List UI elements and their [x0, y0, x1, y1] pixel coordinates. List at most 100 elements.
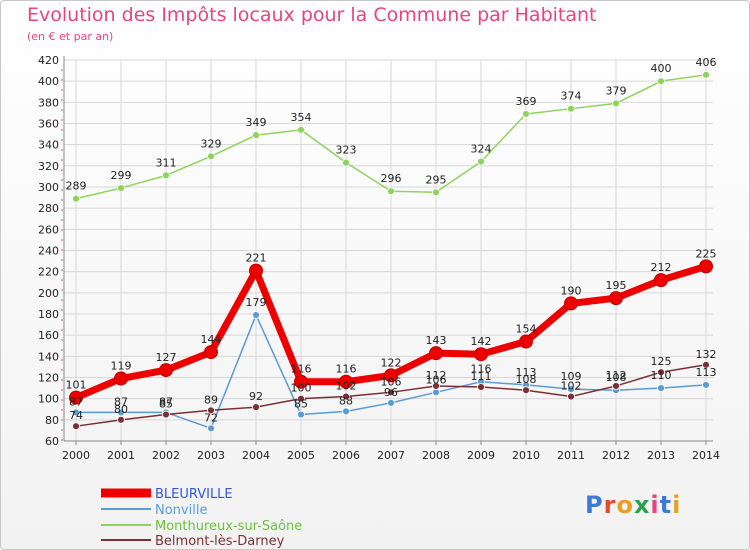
data-label: 113 [516, 366, 537, 379]
series-point-1 [657, 384, 665, 392]
y-tick-label: 260 [38, 223, 59, 236]
logo-letter: x [633, 491, 651, 519]
logo-letter: i [672, 491, 682, 519]
series-point-1 [297, 410, 305, 419]
series-point-2 [162, 171, 170, 180]
x-tick-label: 2008 [422, 449, 450, 462]
series-point-0 [69, 390, 83, 405]
series-point-2 [252, 131, 260, 140]
data-label: 116 [291, 363, 312, 376]
y-tick-label: 100 [38, 393, 59, 406]
logo-letter: t [659, 491, 673, 519]
x-tick-label: 2002 [152, 449, 180, 462]
x-tick-label: 2009 [467, 449, 495, 462]
series-point-3 [72, 422, 80, 431]
data-label: 106 [381, 375, 402, 388]
x-tick-label: 2012 [602, 449, 630, 462]
series-point-0 [204, 345, 218, 360]
series-point-0 [249, 263, 263, 278]
data-label: 379 [606, 84, 627, 97]
series-point-2 [432, 188, 440, 197]
proxiti-logo: Proxiti [585, 491, 681, 519]
data-label: 122 [381, 356, 402, 369]
data-label: 295 [426, 173, 447, 186]
legend-label: Nonville [155, 503, 207, 518]
x-tick-label: 2003 [197, 449, 225, 462]
data-label: 89 [204, 393, 218, 406]
data-label: 85 [159, 398, 173, 411]
y-tick-label: 360 [38, 118, 59, 131]
data-label: 101 [66, 379, 87, 392]
chart-title: Evolution des Impôts locaux pour la Comm… [27, 4, 597, 26]
data-label: 112 [606, 369, 627, 382]
logo-letter: P [585, 491, 604, 519]
x-tick-label: 2007 [377, 449, 405, 462]
series-point-0 [384, 368, 398, 383]
series-point-1 [387, 398, 395, 407]
y-tick-label: 420 [38, 54, 59, 67]
data-label: 87 [69, 395, 83, 408]
x-tick-label: 2005 [287, 449, 315, 462]
series-point-0 [294, 374, 308, 389]
legend-label: Belmont-lès-Darney [155, 534, 285, 549]
series-point-2 [702, 70, 710, 79]
data-label: 132 [696, 348, 717, 361]
x-tick-label: 2001 [107, 449, 135, 462]
y-tick-label: 400 [38, 75, 59, 88]
series-point-0 [339, 374, 353, 389]
y-tick-label: 280 [38, 202, 59, 215]
logo-letter: r [603, 491, 617, 519]
series-point-3 [252, 403, 260, 412]
series-point-2 [207, 152, 215, 161]
series-point-1 [342, 407, 350, 416]
series-point-3 [387, 388, 395, 397]
data-label: 354 [291, 111, 312, 124]
data-label: 112 [426, 369, 447, 382]
series-point-3 [117, 415, 125, 424]
series-point-3 [342, 392, 350, 401]
data-label: 100 [291, 382, 312, 395]
data-label: 109 [561, 370, 582, 383]
data-label: 296 [381, 172, 402, 185]
series-point-0 [429, 346, 443, 361]
data-label: 113 [696, 366, 717, 379]
series-point-0 [564, 296, 578, 311]
x-tick-label: 2014 [692, 449, 720, 462]
series-point-3 [162, 410, 170, 419]
y-tick-label: 120 [38, 372, 59, 385]
data-label: 96 [384, 386, 398, 399]
data-label: 195 [606, 279, 627, 292]
x-tick-label: 2011 [557, 449, 585, 462]
data-label: 190 [561, 284, 582, 297]
data-label: 125 [651, 355, 672, 368]
x-tick-label: 2010 [512, 449, 540, 462]
y-tick-label: 220 [38, 266, 59, 279]
x-tick-label: 2013 [647, 449, 675, 462]
series-point-0 [699, 259, 713, 274]
y-tick-label: 80 [45, 414, 59, 427]
series-point-2 [657, 77, 665, 86]
series-point-3 [522, 386, 530, 395]
series-point-2 [387, 187, 395, 196]
data-label: 142 [471, 335, 492, 348]
data-label: 144 [201, 333, 222, 346]
data-label: 87 [159, 395, 173, 408]
data-label: 406 [696, 56, 717, 69]
chart-subtitle: (en € et par an) [27, 30, 114, 43]
data-label: 106 [426, 373, 447, 386]
series-point-3 [612, 382, 620, 390]
data-label: 127 [156, 351, 177, 364]
series-point-0 [114, 371, 128, 386]
data-label: 110 [651, 369, 672, 382]
data-label: 87 [114, 395, 128, 408]
y-tick-label: 380 [38, 96, 59, 109]
data-label: 80 [114, 403, 128, 416]
series-point-2 [117, 184, 125, 192]
series-point-0 [609, 291, 623, 306]
series-point-1 [567, 385, 575, 394]
x-tick-label: 2006 [332, 449, 360, 462]
series-point-2 [72, 194, 80, 203]
data-label: 154 [516, 323, 537, 336]
data-label: 85 [294, 398, 308, 411]
